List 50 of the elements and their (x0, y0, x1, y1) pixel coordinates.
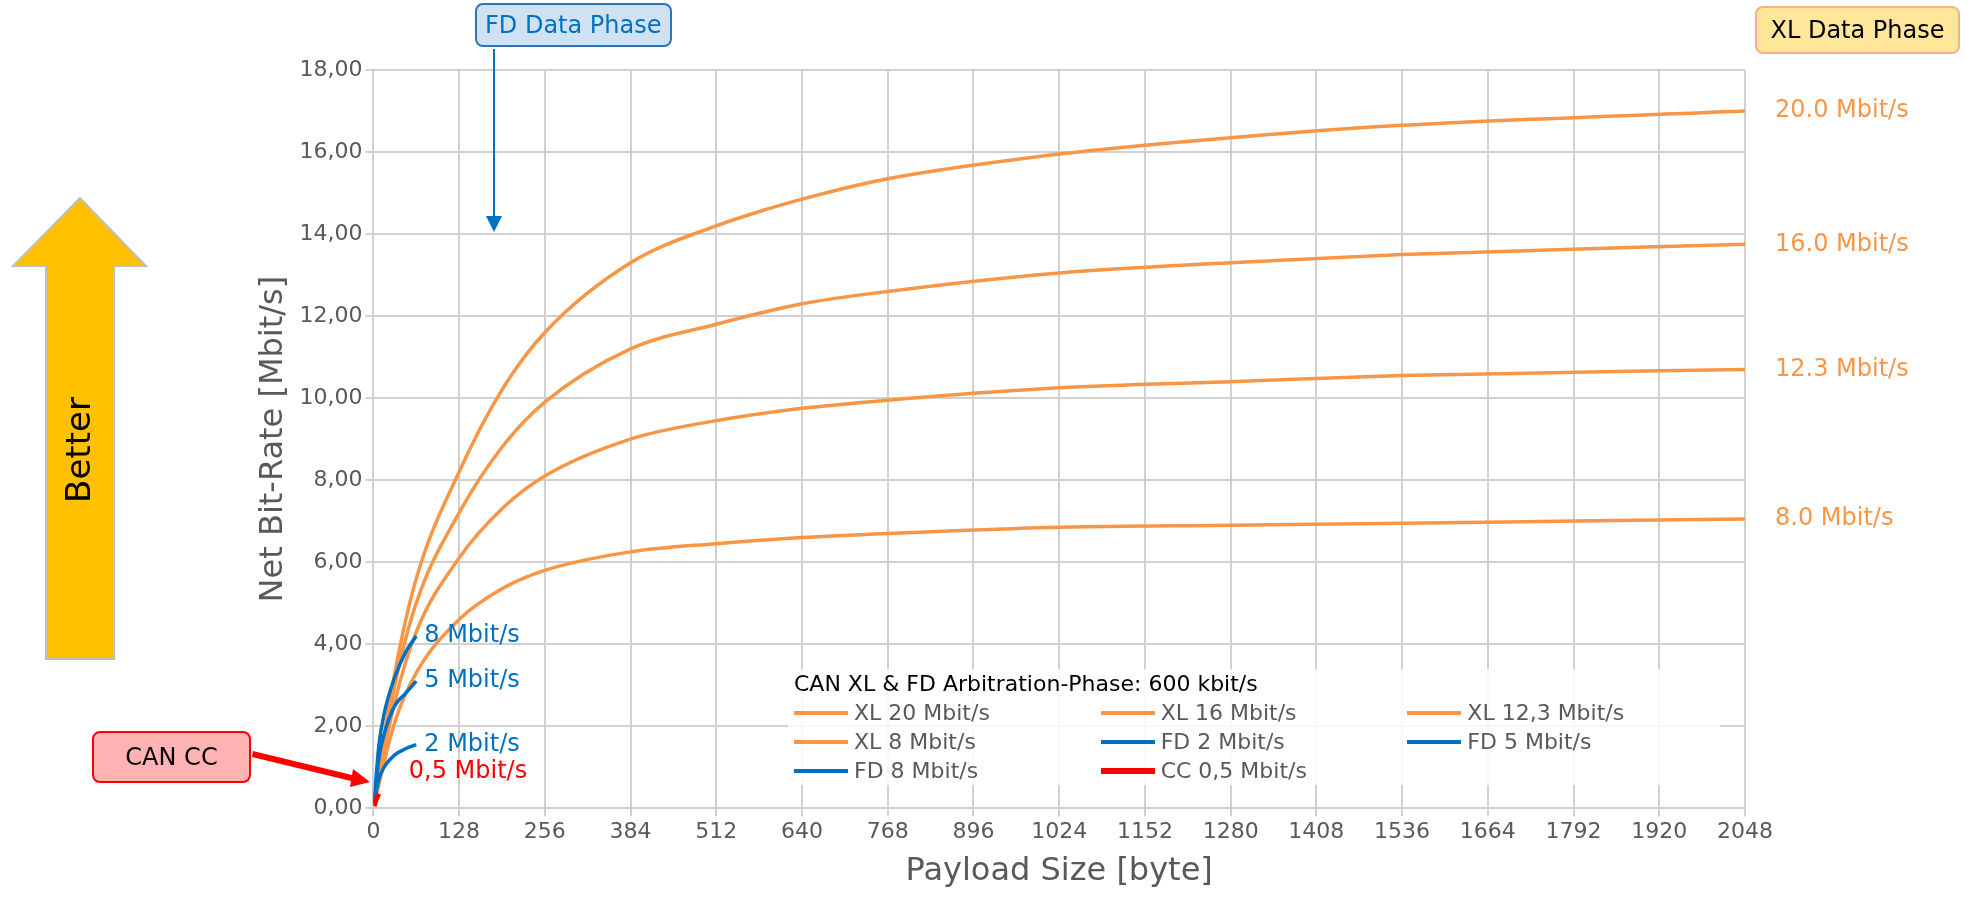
text: CAN CC (92, 731, 251, 783)
y-tick-label: 14,00 (299, 219, 363, 245)
y-axis-title: Net Bit-Rate [Mbit/s] (251, 275, 290, 603)
legend-title: CAN XL & FD Arbitration-Phase: 600 kbit/s (794, 671, 1259, 696)
x-tick-label: 1536 (1374, 818, 1431, 844)
y-tick-label: 4,00 (313, 629, 363, 655)
annotation: 16.0 Mbit/s (1775, 228, 1909, 257)
annotation: 5 Mbit/s (424, 665, 520, 694)
y-tick-label: 16,00 (299, 137, 363, 163)
annotation: 0,5 Mbit/s (408, 756, 528, 785)
x-axis-title: Payload Size [byte] (905, 850, 1213, 889)
x-tick-label: 1024 (1031, 818, 1088, 844)
y-tick-label: 12,00 (299, 301, 363, 327)
text: FD Data Phase (475, 3, 672, 47)
x-tick-label: 128 (438, 818, 481, 844)
x-tick-label: 0 (366, 818, 381, 844)
legend-label: XL 16 Mbit/s (1160, 700, 1297, 725)
x-tick-label: 1792 (1545, 818, 1602, 844)
x-tick-label: 1152 (1116, 818, 1173, 844)
legend-label: FD 5 Mbit/s (1467, 729, 1592, 754)
legend-label: FD 8 Mbit/s (854, 758, 979, 783)
legend-label: CC 0,5 Mbit/s (1160, 758, 1307, 783)
x-tick-label: 1280 (1202, 818, 1259, 844)
text: Better (57, 397, 98, 503)
x-tick-label: 2048 (1717, 818, 1773, 844)
x-tick-label: 1408 (1288, 818, 1345, 844)
annotation: 2 Mbit/s (424, 728, 520, 757)
y-tick-label: 6,00 (313, 547, 363, 573)
y-tick-label: 2,00 (313, 711, 363, 737)
x-tick-label: 512 (695, 818, 738, 844)
legend-label: XL 12,3 Mbit/s (1467, 700, 1625, 725)
y-tick-label: 10,00 (299, 383, 363, 409)
y-tick-label: 8,00 (313, 465, 363, 491)
x-tick-label: 896 (952, 818, 995, 844)
text: XL Data Phase (1755, 6, 1960, 54)
x-tick-label: 1664 (1459, 818, 1516, 844)
x-tick-label: 256 (523, 818, 566, 844)
legend-label: XL 20 Mbit/s (854, 700, 990, 725)
annotation: 12.3 Mbit/s (1775, 353, 1909, 382)
annotation: 8 Mbit/s (424, 620, 520, 649)
x-tick-label: 640 (781, 818, 824, 844)
annotation: 8.0 Mbit/s (1775, 503, 1894, 532)
x-tick-label: 768 (866, 818, 909, 844)
legend-label: XL 8 Mbit/s (854, 729, 976, 754)
annotation: 20.0 Mbit/s (1775, 95, 1909, 124)
x-tick-label: 1920 (1631, 818, 1688, 844)
x-tick-label: 384 (609, 818, 652, 844)
y-tick-label: 0,00 (313, 793, 363, 819)
legend-label: FD 2 Mbit/s (1160, 729, 1285, 754)
y-tick-label: 18,00 (299, 55, 363, 81)
